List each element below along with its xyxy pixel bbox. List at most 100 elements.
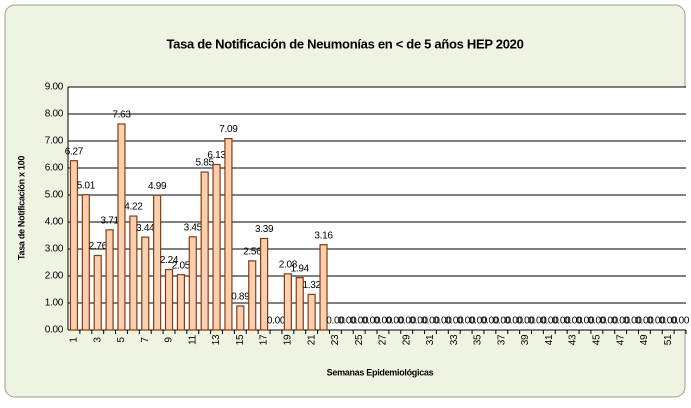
data-label: 3.45 [184,222,203,233]
x-tick-label: 41 [544,334,555,345]
data-label: 0.00 [659,316,678,327]
x-tick-label: 5 [116,337,127,343]
y-tick-label: 6.00 [45,163,64,174]
bar [236,305,245,331]
data-label: 0.89 [231,292,250,303]
x-tick-label: 43 [568,334,579,345]
x-tick-label: 15 [235,334,246,345]
y-tick-label: 7.00 [45,136,64,147]
data-label: 6.27 [65,146,84,157]
bar [248,260,257,331]
bar [283,273,292,331]
x-tick-label: 49 [639,334,650,345]
data-label: 1.94 [291,263,310,274]
x-axis-label: Semanas Epidemiológicas [327,367,434,377]
data-label: 0.00 [469,316,488,327]
data-label: 3.71 [100,215,119,226]
bar [224,137,233,331]
bar [188,236,197,331]
bar [153,194,162,331]
data-label: 0.00 [445,316,464,327]
data-label: 5.85 [196,158,215,169]
data-label: 7.63 [112,110,131,121]
data-label: 0.00 [564,316,583,327]
chart-title: Tasa de Notificación de Neumonías en < d… [166,36,523,51]
data-label: 0.00 [528,316,547,327]
x-tick-label: 45 [592,334,603,345]
x-tick-label: 21 [306,334,317,345]
bar [105,229,114,331]
data-label: 0.00 [374,316,393,327]
x-tick-label: 17 [259,334,270,345]
x-tick-label: 33 [449,334,460,345]
x-tick-label: 39 [520,334,531,345]
bar [164,268,174,331]
data-label: 0.00 [600,316,619,327]
data-label: 5.01 [77,180,96,191]
data-label: 4.99 [148,181,167,192]
data-label: 0.00 [493,316,512,327]
x-tick-label: 47 [615,334,626,345]
y-tick-label: 8.00 [45,109,64,120]
y-tick-label: 9.00 [45,82,64,93]
y-tick-label: 3.00 [45,244,64,255]
x-tick-label: 25 [354,334,365,345]
data-label: 0.00 [338,316,357,327]
bar [295,277,304,331]
data-label: 0.00 [362,316,381,327]
y-tick-label: 5.00 [45,190,64,201]
x-tick-label: 3 [92,337,103,343]
bar [129,215,138,331]
data-label: 0.00 [576,316,595,327]
y-tick-label: 1.00 [45,298,64,309]
data-label: 0.00 [612,316,631,327]
x-tick-label: 35 [473,334,484,345]
y-axis-label: Tasa de Notificación x 100 [16,156,26,260]
bar [93,254,102,331]
data-label: 7.09 [219,124,238,135]
x-tick-label: 31 [425,334,436,345]
data-label: 2.76 [89,241,108,252]
data-label: 4.22 [124,202,143,213]
data-label: 0.00 [481,316,500,327]
data-label: 0.00 [350,316,369,327]
bar [117,123,126,331]
data-label: 0.00 [588,316,607,327]
data-label: 0.00 [457,316,476,327]
x-tick-label: 11 [187,334,198,345]
bar [307,293,316,331]
x-tick-label: 9 [164,337,175,343]
data-label: 3.44 [136,223,155,234]
bar [81,194,90,331]
x-tick-label: 19 [283,334,294,345]
data-label: 0.00 [421,316,440,327]
x-tick-label: 27 [378,334,389,345]
data-label: 2.24 [160,255,179,266]
data-label: 0.00 [623,316,642,327]
data-label: 0.00 [647,316,666,327]
bar [212,163,221,331]
x-tick-label: 37 [496,334,507,345]
data-label: 0.00 [409,316,428,327]
bar [319,244,328,331]
data-label: 2.08 [279,259,298,270]
data-label: 0.00 [540,316,559,327]
data-label: 3.39 [255,224,274,235]
x-tick-label: 13 [211,334,222,345]
data-label: 2.56 [243,247,262,258]
bar [141,236,150,331]
bar [176,274,186,331]
x-tick-label: 7 [140,337,151,343]
data-label: 0.00 [398,316,417,327]
data-label: 0.00 [386,316,405,327]
data-label: 6.13 [207,150,226,161]
data-label: 0.00 [267,316,286,327]
x-tick-label: 29 [401,334,412,345]
data-label: 0.00 [552,316,571,327]
x-tick-label: 23 [330,334,341,345]
bar [259,237,269,331]
data-label: 1.32 [303,280,322,291]
data-label: 3.16 [314,230,333,241]
data-label: 0.00 [516,316,535,327]
